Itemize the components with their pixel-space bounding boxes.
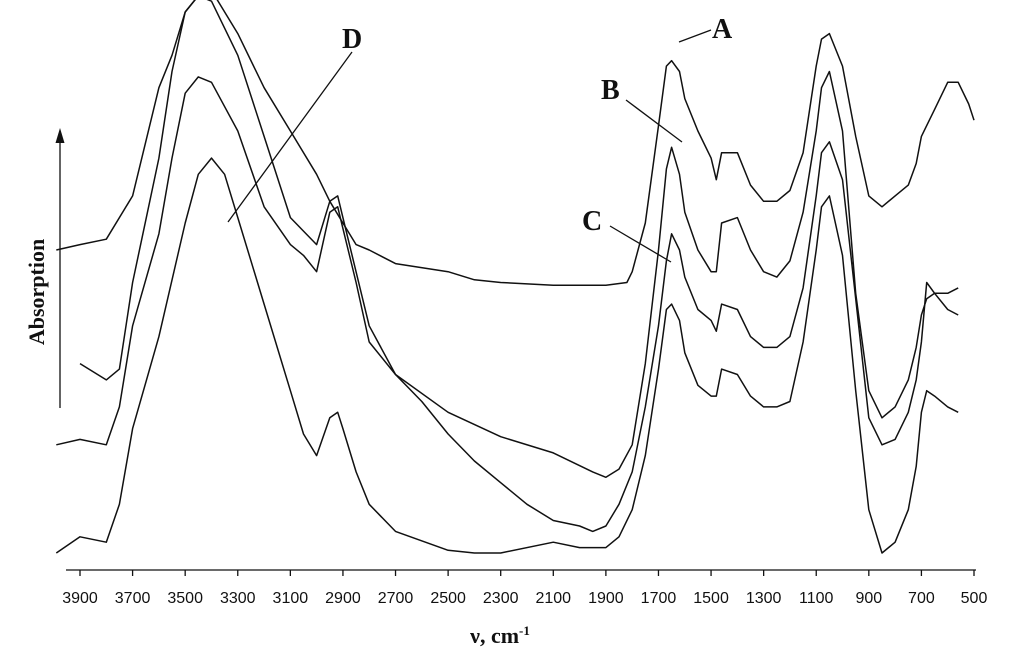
x-tick-label-1700: 1700 (641, 590, 677, 607)
leader-line-d (227, 51, 353, 223)
curve-label-d: D (342, 24, 362, 55)
x-tick-label-2500: 2500 (430, 590, 466, 607)
label-b-group: B (601, 75, 683, 143)
x-tick-label-900: 900 (855, 590, 882, 607)
series-line-b (79, 0, 959, 479)
x-tick-label-2100: 2100 (535, 590, 571, 607)
x-tick-label-1100: 1100 (799, 590, 834, 607)
x-tick-label-2700: 2700 (378, 590, 414, 607)
label-c-group: C (582, 206, 672, 263)
x-tick-label-700: 700 (908, 590, 935, 607)
y-axis-title: Absorption (24, 239, 49, 345)
curve-label-b: B (601, 75, 620, 106)
x-tick-label-3100: 3100 (273, 590, 309, 607)
x-tick-label-1900: 1900 (588, 590, 624, 607)
x-axis-title-main: ν, cm (469, 623, 519, 648)
series-line-d (55, 157, 959, 554)
x-tick-label-3500: 3500 (167, 590, 203, 607)
x-axis-tick-labels: 3900 3700 3500 3300 3100 2900 2700 2500 2300 2100… (62, 590, 987, 607)
y-axis-arrow (55, 128, 65, 408)
x-tick-label-3900: 3900 (62, 590, 98, 607)
x-tick-label-3700: 3700 (115, 590, 151, 607)
series-line-c (56, 76, 959, 533)
leader-line-c (609, 225, 672, 263)
x-axis-title-superscript: -1 (519, 623, 530, 638)
x-tick-label-1500: 1500 (693, 590, 729, 607)
x-tick-label-3300: 3300 (220, 590, 256, 607)
series-line-a (56, 0, 975, 286)
leader-line-a (678, 29, 712, 43)
leader-line-b (625, 99, 683, 143)
y-arrow-head (55, 128, 65, 143)
plot-area (55, 0, 975, 554)
label-d-group: D (227, 24, 362, 223)
x-tick-label-1300: 1300 (746, 590, 782, 607)
x-tick-label-500: 500 (961, 590, 988, 607)
x-axis-ticks (79, 570, 975, 576)
label-a-group: A (678, 14, 733, 45)
x-tick-label-2900: 2900 (325, 590, 361, 607)
curve-label-c: C (582, 206, 602, 237)
curve-label-a: A (712, 14, 733, 45)
x-axis-title: ν, cm-1 (469, 623, 530, 648)
x-tick-label-2300: 2300 (483, 590, 519, 607)
